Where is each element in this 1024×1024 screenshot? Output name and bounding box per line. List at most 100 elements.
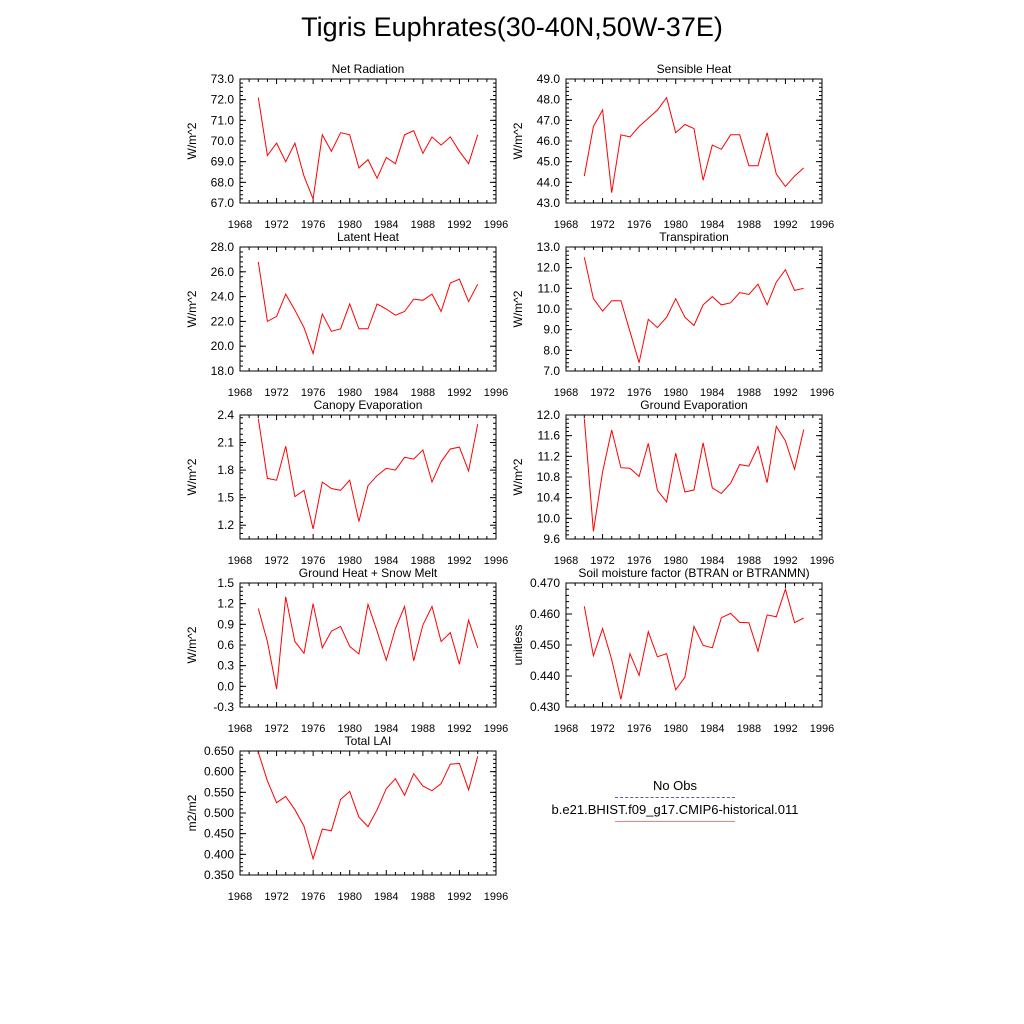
x-tick-label: 1988 [411,219,435,231]
y-tick-label: 8.0 [543,343,560,357]
panel-title: Sensible Heat [657,62,732,76]
panel-frame [239,582,497,708]
panel-frame [239,78,497,204]
x-tick-label: 1980 [337,891,361,903]
panel-frame [239,750,497,876]
x-tick-label: 1992 [773,723,797,735]
x-tick-label: 1988 [411,387,435,399]
y-tick-label: 28.0 [211,240,235,254]
series-line [583,96,805,193]
y-tick-label: 1.8 [217,463,234,477]
y-tick-label: 0.6 [217,638,234,652]
panel-title: Canopy Evaporation [314,398,423,412]
x-tick-label: 1972 [264,387,288,399]
panel-title: Total LAI [345,734,392,748]
x-tick-label: 1980 [337,387,361,399]
series-line [583,587,804,700]
panel-frame [239,246,497,372]
x-tick-label: 1976 [627,723,651,735]
series-line [257,261,479,356]
y-axis-label: W/m^2 [511,458,525,495]
x-tick-label: 1980 [663,387,687,399]
series-line [257,752,479,861]
x-tick-label: 1980 [663,723,687,735]
x-tick-label: 1992 [447,891,471,903]
y-axis-label: unitless [511,625,525,666]
panel-frame [565,414,823,540]
x-tick-label: 1968 [228,555,252,567]
x-tick-label: 1972 [264,219,288,231]
x-tick-label: 1980 [663,555,687,567]
series-line [257,418,479,530]
y-tick-label: 10.4 [537,491,561,505]
x-tick-label: 1972 [590,219,614,231]
x-tick-label: 1976 [301,387,325,399]
series-line [583,257,804,363]
y-tick-label: 49.0 [537,72,561,86]
x-tick-label: 1988 [737,555,761,567]
x-tick-label: 1976 [301,555,325,567]
y-tick-label: 70.0 [211,134,235,148]
series-line [583,418,805,532]
series-line [257,596,479,690]
y-axis-label: W/m^2 [185,290,199,327]
y-tick-label: 18.0 [211,364,235,378]
x-tick-label: 1996 [810,219,834,231]
x-tick-label: 1972 [590,723,614,735]
y-tick-label: 0.470 [530,576,560,590]
x-tick-label: 1972 [264,891,288,903]
y-tick-label: 1.2 [217,597,234,611]
y-tick-label: 9.0 [543,323,560,337]
panel-7: Ground Heat + Snow Melt 1968 1972 1976 1980 1… [185,566,508,735]
x-tick-label: 1972 [590,387,614,399]
y-tick-label: 0.9 [217,617,234,631]
y-tick-label: -0.3 [213,700,234,714]
x-tick-label: 1984 [700,723,724,735]
y-axis-label: W/m^2 [185,122,199,159]
x-tick-label: 1980 [337,555,361,567]
x-tick-label: 1984 [374,891,398,903]
x-tick-label: 1996 [484,387,508,399]
y-axis-label: W/m^2 [185,626,199,663]
x-tick-label: 1968 [228,723,252,735]
y-tick-label: 0.440 [530,669,560,683]
y-tick-label: 1.5 [217,491,234,505]
y-tick-label: 26.0 [211,265,235,279]
y-axis-label: W/m^2 [511,290,525,327]
y-tick-label: 11.0 [538,281,561,295]
x-tick-label: 1968 [554,219,578,231]
x-tick-label: 1988 [411,891,435,903]
panel-2: Sensible Heat 1968 1972 1976 1980 1984 1988 199… [511,62,834,231]
y-tick-label: 11.2 [538,449,561,463]
y-tick-label: 47.0 [537,113,561,127]
panel-8: Soil moisture factor (BTRAN or BTRANMN) 1… [511,566,834,735]
x-tick-label: 1968 [228,387,252,399]
figure-title: Tigris Euphrates(30-40N,50W-37E) [301,12,723,42]
panel-6: Ground Evaporation 1968 1972 1976 1980 1984 19… [511,398,834,567]
legend: No Obs b.e21.BHIST.f09_g17.CMIP6-histori… [520,778,830,822]
y-axis-label: m2/m2 [185,794,199,831]
y-tick-label: 73.0 [211,72,235,86]
y-tick-label: 10.0 [537,302,561,316]
panel-frame [565,582,823,708]
x-tick-label: 1968 [554,387,578,399]
x-tick-label: 1976 [301,891,325,903]
panel-title: Ground Evaporation [640,398,747,412]
x-tick-label: 1988 [411,723,435,735]
x-tick-label: 1996 [810,723,834,735]
x-tick-label: 1984 [374,723,398,735]
panel-title: Soil moisture factor (BTRAN or BTRANMN) [578,566,809,580]
y-tick-label: 22.0 [211,314,235,328]
legend-model-line [615,821,735,822]
y-tick-label: 67.0 [211,196,235,210]
panel-title: Net Radiation [332,62,405,76]
panel-frame [239,414,497,540]
y-tick-label: 1.2 [217,518,234,532]
y-tick-label: 43.0 [537,196,561,210]
y-tick-label: 69.0 [211,155,235,169]
x-tick-label: 1980 [337,219,361,231]
x-tick-label: 1984 [700,387,724,399]
y-tick-label: 72.0 [211,93,235,107]
y-tick-label: 48.0 [537,93,561,107]
